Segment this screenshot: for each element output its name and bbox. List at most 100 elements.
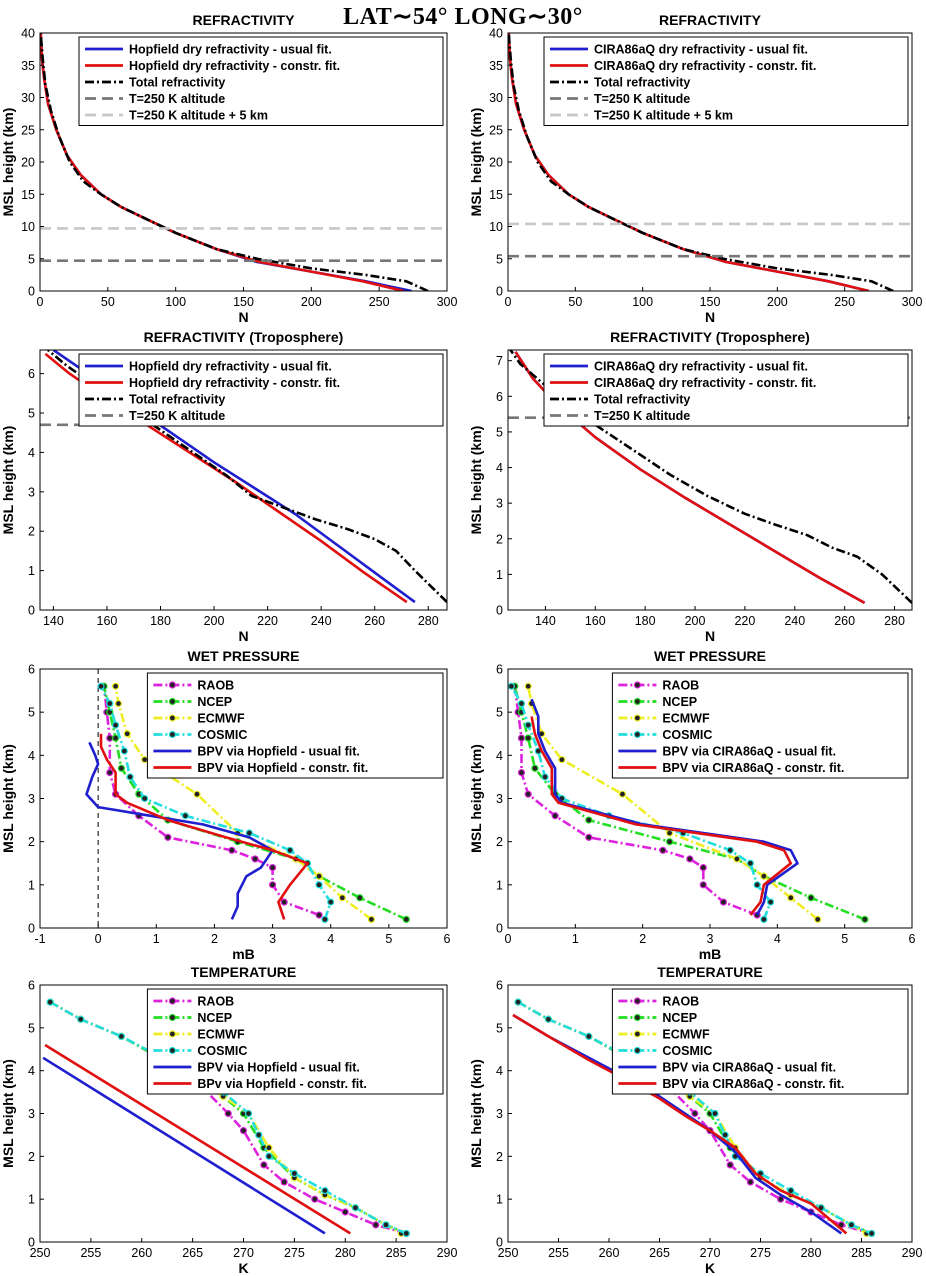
legend-marker [168, 697, 176, 706]
series-line-2 [509, 350, 912, 604]
data-point [280, 1178, 288, 1186]
legend-label: NCEP [197, 695, 232, 709]
data-point [524, 682, 532, 690]
chart-title: TEMPERATURE [657, 964, 763, 980]
legend-marker [168, 1030, 176, 1038]
legend-label: BPV via Hopfield - usual fit. [197, 745, 360, 759]
legend-marker [168, 714, 176, 722]
y-tick-label: 3 [496, 497, 503, 511]
data-point [721, 1131, 729, 1139]
legend-box [78, 36, 444, 126]
y-tick-label: 1 [496, 1193, 503, 1207]
y-axis-label: MSL height (km) [0, 426, 16, 535]
y-tick-label: 40 [21, 27, 35, 41]
y-tick-label: 40 [489, 27, 503, 41]
data-point [338, 894, 346, 902]
legend-label: T=250 K altitude [594, 409, 690, 423]
legend-label: Total refractivity [129, 393, 225, 407]
data-point [351, 1204, 360, 1212]
data-point [106, 768, 114, 777]
legend: Hopfield dry refractivity - usual fit. Ho… [78, 36, 444, 126]
legend-label: COSMIC [662, 728, 712, 742]
x-tick-label: 100 [632, 295, 653, 309]
data-point [746, 859, 755, 867]
data-point [726, 846, 734, 854]
x-axis-label: N [238, 309, 248, 325]
data-point [111, 721, 120, 729]
x-axis-label: mB [699, 946, 722, 962]
x-tick-label: 250 [30, 1246, 51, 1260]
data-point [711, 1109, 719, 1118]
x-tick-label: 150 [700, 295, 721, 309]
data-point [117, 764, 126, 772]
legend-label: ECMWF [662, 712, 710, 726]
data-point [746, 1178, 755, 1186]
data-point [517, 699, 526, 708]
y-tick-label: 4 [496, 461, 503, 475]
data-point [286, 846, 294, 854]
y-tick-label: 5 [28, 252, 35, 266]
x-tick-label: 3 [707, 932, 714, 946]
x-tick-label: 250 [834, 295, 855, 309]
data-point [665, 838, 674, 846]
series-line-5 [44, 1043, 351, 1235]
data-point [245, 829, 253, 837]
series-line-4 [530, 698, 799, 916]
data-point [861, 915, 869, 923]
data-point [766, 898, 775, 906]
data-point [814, 915, 822, 923]
data-point [106, 708, 114, 716]
data-point [585, 816, 593, 824]
x-tick-label: 4 [774, 932, 781, 946]
legend-label: NCEP [662, 1011, 697, 1025]
x-tick-label: 2 [639, 932, 646, 946]
legend-box [611, 672, 909, 779]
series-line-0 [49, 1000, 407, 1235]
legend-label: BPV via CIRA86aQ - constr. fit. [662, 1077, 844, 1091]
chart-title: WET PRESSURE [654, 648, 766, 664]
data-point [260, 1161, 268, 1169]
x-tick-label: 265 [649, 1246, 670, 1260]
y-tick-label: 6 [28, 663, 35, 677]
y-tick-label: 6 [496, 390, 503, 404]
x-tick-label: 140 [535, 614, 556, 628]
x-tick-label: 50 [101, 295, 115, 309]
data-point [517, 768, 526, 777]
x-tick-label: 270 [233, 1246, 254, 1260]
x-tick-label: 240 [311, 614, 332, 628]
chart-title: WET PRESSURE [187, 648, 299, 664]
data-point [181, 812, 189, 820]
legend-label: RAOB [197, 679, 234, 693]
x-axis-label: N [705, 309, 715, 325]
y-tick-label: 5 [28, 706, 35, 720]
y-tick-label: 1 [496, 568, 503, 582]
legend-label: BPV via Hopfield - constr. fit. [197, 761, 368, 775]
data-point [558, 756, 566, 764]
legend: Hopfield dry refractivity - usual fit. Ho… [78, 353, 444, 427]
y-tick-label: 5 [496, 706, 503, 720]
y-tick-label: 6 [496, 979, 503, 993]
chart-title: TEMPERATURE [191, 964, 297, 980]
legend-label: Hopfield dry refractivity - usual fit. [129, 43, 332, 57]
data-point [402, 915, 410, 923]
data-point [280, 898, 288, 906]
x-tick-label: 280 [335, 1246, 356, 1260]
y-axis-label: MSL height (km) [0, 1059, 16, 1168]
legend-label: COSMIC [197, 1044, 247, 1058]
x-tick-label: 1 [572, 932, 579, 946]
data-point [244, 1109, 253, 1118]
data-point [123, 730, 131, 738]
data-point [753, 881, 761, 889]
data-point [321, 1186, 329, 1195]
legend-marker [168, 1013, 176, 1022]
y-tick-label: 0 [496, 922, 503, 936]
y-tick-label: 7 [496, 354, 503, 368]
x-tick-label: 260 [599, 1246, 620, 1260]
data-point [524, 790, 532, 798]
data-point [77, 1015, 85, 1023]
legend-label: RAOB [662, 679, 699, 693]
legend-label: BPV via CIRA86aQ - usual fit. [662, 745, 836, 759]
legend-label: CIRA86aQ dry refractivity - usual fit. [594, 360, 808, 374]
